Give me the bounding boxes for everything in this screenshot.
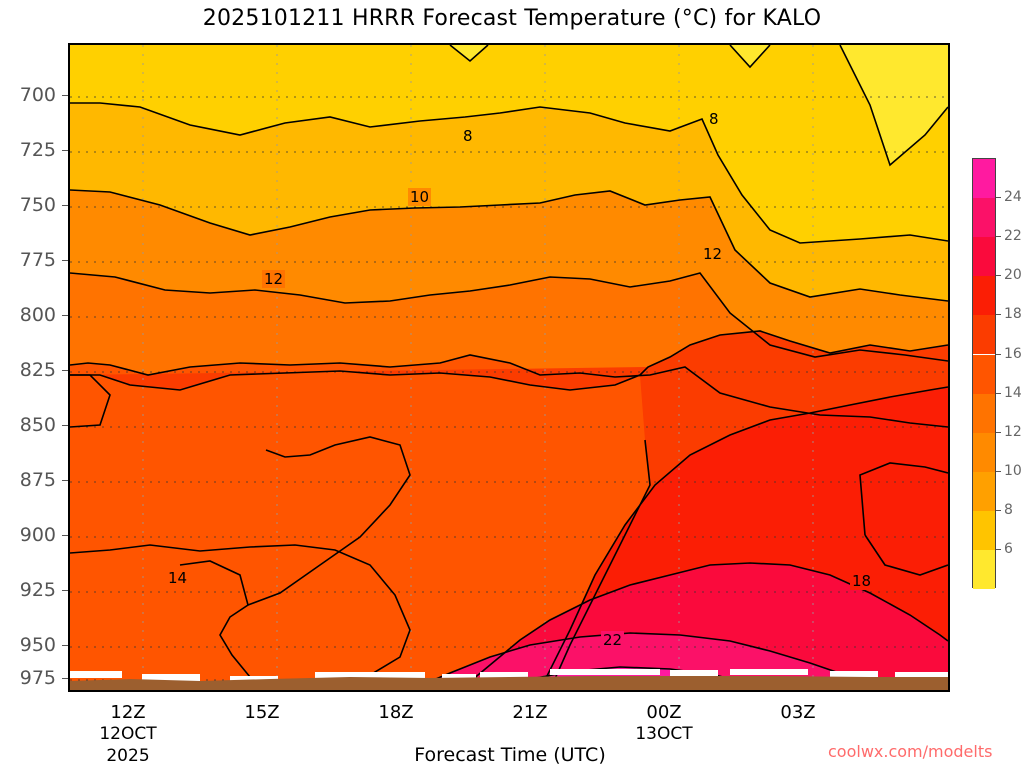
colorbar-tick-label: 12 [1004,423,1022,440]
contour-14-tongue [179,560,263,690]
page-title: 2025101211 HRRR Forecast Temperature (°C… [202,6,822,31]
x-tick-label: 12Z [110,702,146,723]
contour-6-right2 [839,45,948,167]
contour-18-pocket [859,462,948,536]
colorbar-band [973,354,995,394]
x-tick-label: 15Z [244,702,280,723]
y-tick-label: 900 [19,524,56,546]
y-tick-label: 925 [19,579,56,601]
x-tick-sublabel: 13OCT [635,724,693,744]
contour-12-low [70,544,411,690]
contour-6-right [729,45,771,69]
watermark: coolwx.com/modelts [828,742,993,761]
x-axis: 12Z 12OCT 2025 15Z 18Z 21Z 00Z 13OCT 03Z [0,698,1024,768]
y-tick-label: 875 [19,469,56,491]
contour-22 [409,632,871,690]
y-tick-label: 825 [19,359,56,381]
x-tick-label: 21Z [512,702,548,723]
contour-plot-svg [70,45,948,690]
x-tick-sublabel: 12OCT [99,724,157,744]
colorbar: 24 22 20 18 16 14 12 10 8 6 [972,158,1022,589]
contour-10 [70,189,948,302]
y-tick-label: 850 [19,414,56,436]
contour-16-descent [639,330,948,376]
contour-18 [539,386,948,690]
x-axis-title: Forecast Time (UTC) [414,744,606,766]
x-tick-label: 18Z [378,702,414,723]
colorbar-tick-label: 24 [1004,189,1022,206]
colorbar-band [973,237,995,277]
terrain-band [70,676,948,690]
contour-18-pocket2 [864,534,948,576]
colorbar-tick-label: 18 [1004,306,1022,323]
contour-plot-area: 8 8 10 12 12 14 18 22 [68,43,950,692]
colorbar-tick-label: 16 [1004,345,1022,362]
colorbar-gradient [972,158,996,589]
y-tick-label: 700 [19,84,56,106]
contour-6 [449,45,489,63]
colorbar-band [973,276,995,316]
contour-8 [70,102,948,244]
colorbar-band [973,550,995,589]
colorbar-tick-label: 6 [1004,541,1013,557]
x-tick-label: 00Z [646,702,682,723]
x-tick-label: 03Z [780,702,816,723]
contour-16-front [549,439,651,690]
x-tick-sublabel: 2025 [106,746,150,766]
colorbar-tick-label: 8 [1004,501,1013,518]
colorbar-band [973,159,995,199]
band-4-6-right [695,45,948,165]
colorbar-tick-label: 14 [1004,384,1022,401]
contour-lines [70,45,948,690]
band-18-20-pocket [860,463,948,575]
colorbar-tick-label: 10 [1004,462,1022,479]
colorbar-band [973,510,995,550]
y-tick-label: 975 [19,667,56,689]
colorbar-tick-label: 22 [1004,228,1022,245]
y-tick-label: 725 [19,139,56,161]
y-tick-label: 750 [19,194,56,216]
colorbar-band [973,315,995,355]
y-tick-label: 775 [19,249,56,271]
y-tick-label: 950 [19,634,56,656]
surface-highlight [70,669,948,682]
contour-14 [70,354,948,428]
colorbar-band [973,432,995,472]
colorbar-tick-label: 20 [1004,267,1022,284]
colorbar-band [973,393,995,433]
band-14-16-left-nose [70,375,110,427]
contour-12 [70,272,948,362]
y-axis: 700 725 750 775 800 825 850 875 900 925 … [0,43,68,692]
colorbar-band [973,471,995,511]
band-4-6 [450,45,488,61]
contour-16 [70,370,641,391]
colorbar-band [973,198,995,238]
contour-14-tongue-upper [247,436,411,606]
contour-20 [459,562,948,690]
y-tick-label: 800 [19,304,56,326]
